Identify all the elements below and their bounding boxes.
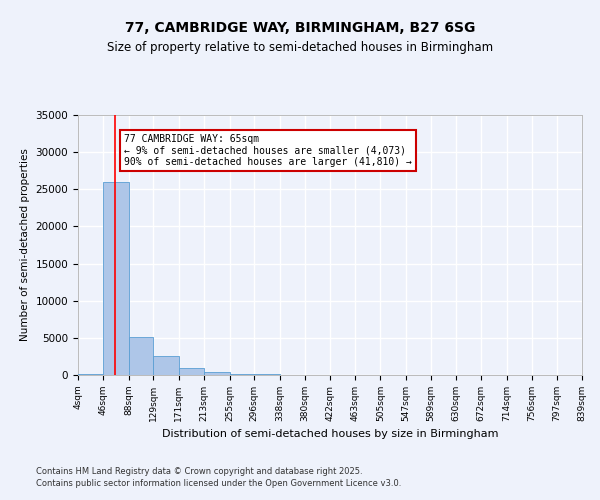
Text: 77, CAMBRIDGE WAY, BIRMINGHAM, B27 6SG: 77, CAMBRIDGE WAY, BIRMINGHAM, B27 6SG — [125, 20, 475, 34]
Bar — [129, 337, 154, 375]
Bar — [254, 374, 280, 375]
X-axis label: Distribution of semi-detached houses by size in Birmingham: Distribution of semi-detached houses by … — [162, 430, 498, 440]
Text: Size of property relative to semi-detached houses in Birmingham: Size of property relative to semi-detach… — [107, 41, 493, 54]
Y-axis label: Number of semi-detached properties: Number of semi-detached properties — [20, 148, 30, 342]
Text: Contains HM Land Registry data © Crown copyright and database right 2025.
Contai: Contains HM Land Registry data © Crown c… — [36, 466, 401, 487]
Bar — [154, 356, 179, 375]
Bar — [204, 372, 230, 375]
Bar — [103, 182, 129, 375]
Text: 77 CAMBRIDGE WAY: 65sqm
← 9% of semi-detached houses are smaller (4,073)
90% of : 77 CAMBRIDGE WAY: 65sqm ← 9% of semi-det… — [124, 134, 412, 167]
Bar — [78, 374, 103, 375]
Bar — [230, 374, 254, 375]
Bar — [179, 368, 204, 375]
